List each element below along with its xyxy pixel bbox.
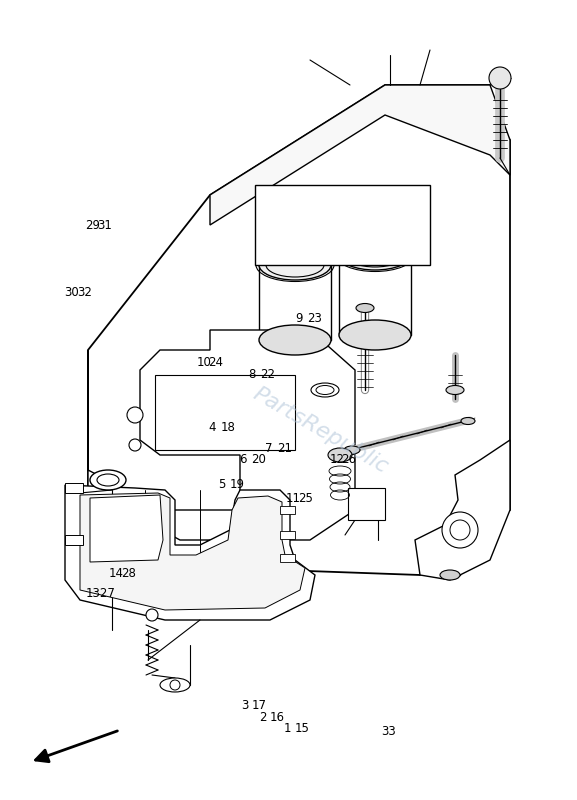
Text: 20: 20	[251, 453, 266, 466]
Ellipse shape	[446, 386, 464, 394]
Polygon shape	[280, 531, 295, 539]
Polygon shape	[348, 488, 385, 520]
Polygon shape	[280, 554, 295, 562]
Polygon shape	[88, 85, 510, 575]
Text: 8: 8	[248, 368, 256, 381]
Circle shape	[170, 680, 180, 690]
Ellipse shape	[311, 383, 339, 397]
Text: PartsRepublic: PartsRepublic	[249, 383, 391, 477]
Text: 18: 18	[220, 421, 235, 434]
Text: 12: 12	[330, 453, 345, 466]
Text: 30: 30	[65, 286, 80, 298]
Text: 4: 4	[209, 421, 216, 434]
Polygon shape	[210, 85, 510, 225]
Ellipse shape	[461, 418, 475, 425]
Text: 25: 25	[298, 492, 313, 505]
Text: 24: 24	[208, 356, 223, 369]
Text: 23: 23	[307, 312, 322, 325]
Text: 29: 29	[85, 219, 100, 232]
Circle shape	[442, 512, 478, 548]
Text: 31: 31	[97, 219, 112, 232]
Ellipse shape	[97, 474, 119, 486]
Text: 11: 11	[286, 492, 301, 505]
Circle shape	[129, 439, 141, 451]
Text: 5: 5	[218, 478, 226, 491]
Text: 19: 19	[230, 478, 245, 491]
Ellipse shape	[146, 609, 158, 621]
Circle shape	[450, 520, 470, 540]
Ellipse shape	[259, 325, 331, 355]
Text: 26: 26	[342, 453, 357, 466]
Ellipse shape	[356, 303, 374, 313]
Text: 14: 14	[108, 567, 123, 580]
Polygon shape	[88, 330, 355, 540]
Polygon shape	[255, 185, 430, 265]
Text: 9: 9	[295, 312, 303, 325]
Polygon shape	[65, 535, 83, 545]
Polygon shape	[415, 440, 510, 580]
Ellipse shape	[440, 570, 460, 580]
Ellipse shape	[328, 448, 352, 462]
Ellipse shape	[316, 386, 334, 394]
Ellipse shape	[344, 446, 360, 454]
Text: 32: 32	[77, 286, 92, 298]
Text: 1327: 1327	[85, 587, 115, 600]
Polygon shape	[80, 493, 305, 610]
Text: 6: 6	[239, 453, 247, 466]
Ellipse shape	[339, 240, 411, 270]
Text: 21: 21	[277, 442, 292, 455]
Polygon shape	[280, 506, 295, 514]
Polygon shape	[155, 375, 295, 450]
Polygon shape	[65, 483, 83, 493]
Ellipse shape	[259, 250, 331, 280]
Text: 7: 7	[265, 442, 273, 455]
Polygon shape	[65, 485, 315, 620]
Text: 15: 15	[294, 722, 309, 734]
Ellipse shape	[90, 470, 126, 490]
Text: 3: 3	[241, 699, 249, 712]
Ellipse shape	[339, 320, 411, 350]
Text: 22: 22	[260, 368, 275, 381]
Circle shape	[127, 407, 143, 423]
Polygon shape	[90, 495, 163, 562]
Text: 28: 28	[121, 567, 136, 580]
Text: 2: 2	[259, 711, 267, 724]
Ellipse shape	[160, 678, 190, 692]
Text: 17: 17	[252, 699, 267, 712]
Ellipse shape	[489, 67, 511, 89]
Text: 16: 16	[269, 711, 284, 724]
Text: 33: 33	[381, 725, 396, 738]
Text: 1: 1	[284, 722, 291, 734]
Text: 10: 10	[196, 356, 211, 369]
